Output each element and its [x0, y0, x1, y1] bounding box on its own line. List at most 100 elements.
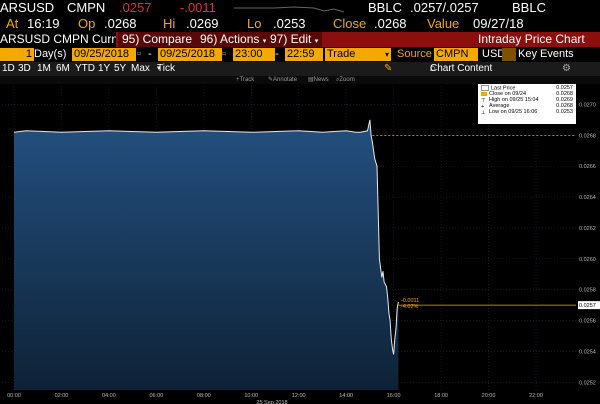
y-tick-label: 0.0254: [579, 349, 596, 355]
page-title: Intraday Price Chart: [478, 32, 585, 46]
x-tick-label: 14:00: [339, 393, 353, 399]
net-change: -.0011: [180, 0, 216, 15]
change-pct: -4.02%: [401, 304, 419, 310]
x-tick-label: 06:00: [149, 393, 163, 399]
x-tick-label: 08:00: [197, 393, 211, 399]
high-value: .0269: [186, 16, 219, 31]
time-separator: -: [275, 48, 279, 60]
function-toolbar: ARSUSD CMPN Curnc 95) Compare 96) Action…: [0, 32, 600, 47]
period-1d[interactable]: 1D: [2, 63, 15, 74]
legend-label: Average: [489, 103, 510, 110]
days-label: Day(s): [34, 48, 67, 60]
legend-item: ⊥ Low on 09/25 16:06 0.0253: [481, 109, 576, 116]
chevron-down-icon: ▾: [384, 50, 389, 59]
news-tool[interactable]: ▤ News: [308, 77, 329, 83]
x-tick-label: 22:00: [529, 393, 543, 399]
x-date-label: 25 Sep 2018: [256, 400, 287, 404]
key-events-toggle[interactable]: [502, 48, 516, 61]
y-tick-label: 0.0258: [579, 288, 596, 294]
date-separator: -: [148, 48, 152, 60]
currency-field[interactable]: USD: [482, 48, 506, 60]
end-time-field[interactable]: 22:59: [285, 48, 323, 61]
security-field[interactable]: ARSUSD CMPN Curnc: [0, 32, 116, 47]
ticker: ARSUSD: [0, 0, 55, 15]
price-line: [13, 119, 399, 355]
y-tick-label: 0.0252: [579, 380, 596, 386]
x-tick-label: 00:00: [7, 393, 21, 399]
chart-legend[interactable]: Last Price 0.0257 Close on 09/24 0.0268 ⊤ H…: [478, 84, 576, 124]
edit-button[interactable]: 97) Edit ▾: [266, 32, 323, 47]
legend-swatch: ⊥: [481, 110, 486, 116]
zoom-tool[interactable]: ⌕ Zoom: [336, 77, 355, 83]
x-tick-label: 02:00: [55, 393, 69, 399]
y-tick-label: 0.0270: [579, 103, 596, 109]
legend-swatch: [481, 85, 489, 91]
source-field[interactable]: CMPN: [434, 48, 478, 61]
high-label: Hi: [163, 16, 176, 31]
compare-label: 95) Compare: [122, 32, 193, 46]
x-tick-label: 04:00: [102, 393, 116, 399]
period-3d[interactable]: 3D: [18, 63, 31, 74]
period-1y[interactable]: 1Y: [98, 63, 111, 74]
last-price: .0257: [119, 0, 152, 15]
sparkline: [234, 6, 344, 13]
open-value: .0268: [104, 16, 137, 31]
pencil-icon[interactable]: ✎: [384, 63, 393, 74]
y-tick-label: 0.0266: [579, 164, 596, 170]
source-label: Source: [397, 48, 432, 60]
period-ytd[interactable]: YTD: [75, 63, 95, 74]
legend-label: Close on 09/24: [489, 91, 526, 98]
legend-value: 0.0268: [556, 91, 573, 98]
field-select[interactable]: Trade ▾: [325, 48, 391, 61]
chart-content-label: Chart Content: [430, 63, 493, 74]
period-bar: 1D 3D 1M 6M YTD 1Y 5Y Max Tick ▾ ✎ ⌂ Char…: [0, 62, 600, 76]
calendar-icon[interactable]: ▫: [137, 48, 141, 60]
close-value: .0268: [374, 16, 407, 31]
low-label: Lo: [247, 16, 262, 31]
parameter-bar: 1 Day(s) 09/25/2018 ▫ - 09/25/2018 ▫ 23:…: [0, 47, 600, 62]
legend-item: ⊤ High on 09/25 15:04 0.0269: [481, 97, 576, 104]
chevron-down-icon: ▾: [157, 65, 161, 72]
period-max[interactable]: Max: [131, 63, 150, 74]
quote-bar: ARSUSD CMPN .0257 -.0011 BBLC .0257/.025…: [0, 0, 600, 16]
legend-value: 0.0253: [556, 109, 573, 116]
x-tick-label: 20:00: [482, 393, 496, 399]
legend-label: Last Price: [491, 85, 516, 92]
y-tick-label: 0.0256: [579, 319, 596, 325]
days-field[interactable]: 1: [0, 48, 34, 61]
news-label: News: [313, 77, 329, 83]
x-tick-label: 10:00: [244, 393, 258, 399]
last-price-tag: [578, 301, 600, 310]
chevron-down-icon: ▾: [314, 38, 319, 45]
x-tick-label: 18:00: [434, 393, 448, 399]
y-tick-label: 0.0264: [579, 195, 596, 201]
annotate-tool[interactable]: ✎ Annotate: [268, 77, 298, 83]
price-area: [14, 119, 399, 391]
compare-button[interactable]: 95) Compare: [118, 32, 197, 47]
track-label: Track: [239, 77, 255, 83]
calendar-icon[interactable]: ▫: [222, 48, 226, 60]
period-1m[interactable]: 1M: [37, 63, 51, 74]
change-annotation: -0.0011 -4.02%: [401, 298, 419, 310]
field-select-value: Trade: [327, 48, 356, 60]
end-date-field[interactable]: 09/25/2018: [158, 48, 222, 61]
period-5y[interactable]: 5Y: [114, 63, 127, 74]
x-tick-label: 16:00: [387, 393, 401, 399]
intraday-chart[interactable]: 0.0270 0.0268 0.0266 0.0264 0.0262 0.0260 0.02…: [0, 84, 600, 404]
actions-label: 96) Actions: [200, 32, 260, 46]
legend-value: 0.0257: [556, 85, 573, 91]
tick-label: Tick: [157, 63, 175, 74]
chevron-down-icon: ▾: [262, 38, 267, 45]
period-6m[interactable]: 6M: [56, 63, 70, 74]
legend-swatch: ⊤: [481, 98, 486, 104]
start-date-field[interactable]: 09/25/2018: [72, 48, 136, 61]
actions-button[interactable]: 96) Actions ▾: [196, 32, 271, 47]
open-label: Op: [78, 16, 96, 31]
close-label: Close: [333, 16, 367, 31]
y-tick-label: 0.0260: [579, 257, 596, 263]
start-time-field[interactable]: 23:00: [233, 48, 275, 61]
settings-icon[interactable]: ⚙: [562, 63, 571, 74]
track-tool[interactable]: + Track: [236, 77, 255, 83]
legend-item: Close on 09/24 0.0268: [481, 91, 576, 97]
bid-source: BBLC: [368, 0, 402, 15]
